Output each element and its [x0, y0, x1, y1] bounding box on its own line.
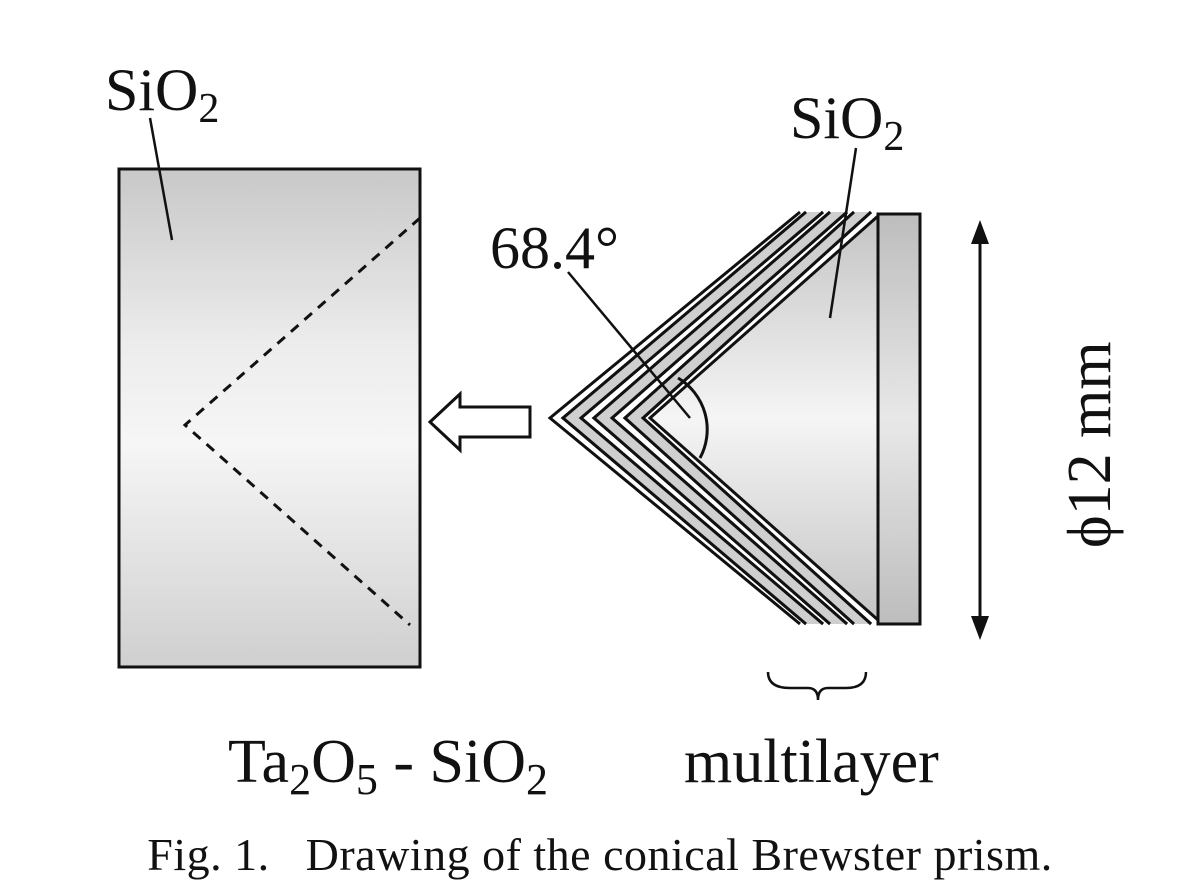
hollow-arrow-left-icon	[427, 390, 532, 454]
multilayer-word: multilayer	[684, 728, 939, 796]
diameter-label: ϕ12 mm	[1056, 341, 1124, 548]
arrowhead-down-icon	[971, 616, 989, 640]
multilayer-label: Ta2O5 - SiO2	[228, 728, 548, 804]
angle-arc	[677, 376, 709, 459]
left-sio2-label: SiO2	[105, 57, 219, 132]
multilayer-brace	[766, 671, 868, 701]
angle-label-leader	[567, 271, 691, 419]
left-sio2-block	[117, 167, 422, 669]
right-label-leader	[828, 147, 858, 319]
left-label-leader	[148, 117, 174, 241]
arrowhead-up-icon	[971, 220, 989, 244]
dashed-cone-outline	[182, 216, 421, 627]
right-sio2-label: SiO2	[790, 85, 904, 160]
multilayer-coating	[547, 210, 873, 626]
angle-label: 68.4°	[490, 215, 619, 281]
figure-caption: Fig. 1. Drawing of the conical Brewster …	[147, 829, 1053, 880]
base-plate	[876, 212, 922, 626]
